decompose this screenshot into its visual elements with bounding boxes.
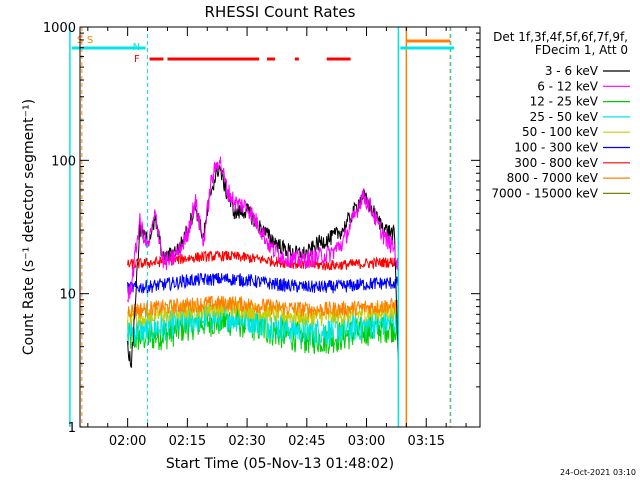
legend-label-8: 7000 - 15000 keV — [491, 186, 598, 200]
legend: Det 1f,3f,4f,5f,6f,7f,9f, FDecim 1, Att … — [491, 30, 630, 200]
y-axis-label: Count Rate (s⁻¹ detector segment⁻¹) — [21, 99, 37, 355]
legend-label-1: 6 - 12 keV — [537, 79, 599, 93]
legend-label-0: 3 - 6 keV — [545, 64, 599, 78]
series-line-1 — [127, 156, 399, 303]
flare-marker-label: F — [134, 54, 140, 65]
footer-date: 24-Oct-2021 03:10 — [560, 468, 636, 477]
x-tick-label-4: 03:00 — [348, 434, 385, 449]
x-tick-label-3: 02:45 — [288, 434, 325, 449]
legend-label-6: 300 - 800 keV — [514, 156, 598, 170]
y-tick-label-3: 1000 — [43, 21, 76, 36]
x-tick-label-2: 02:30 — [228, 434, 265, 449]
annotation-layer: S SNF — [69, 27, 455, 427]
chart-title: RHESSI Count Rates — [205, 3, 356, 21]
legend-label-3: 25 - 50 keV — [530, 110, 599, 124]
plot-frame — [79, 26, 481, 428]
series-line-7 — [127, 295, 399, 319]
night-marker-label-0: N — [133, 42, 140, 53]
saa-marker-label-b: S — [87, 35, 93, 46]
legend-header-line-1: Det 1f,3f,4f,5f,6f,7f,9f, — [493, 30, 628, 44]
legend-label-5: 100 - 300 keV — [514, 141, 598, 155]
x-tick-label-5: 03:15 — [408, 434, 445, 449]
legend-header-line-2: FDecim 1, Att 0 — [535, 43, 628, 57]
axes-layer: 02:00 02:15 02:30 02:45 03:00 03:15 1 10 100 1000 — [43, 21, 480, 449]
legend-label-7: 800 - 7000 keV — [507, 171, 599, 185]
series-line-5 — [127, 272, 399, 295]
data-layer — [127, 156, 399, 368]
legend-label-2: 12 - 25 keV — [530, 95, 599, 109]
y-tick-label-0: 1 — [68, 421, 76, 436]
x-tick-label-1: 02:15 — [169, 434, 206, 449]
legend-label-4: 50 - 100 keV — [522, 125, 599, 139]
x-axis-label: Start Time (05-Nov-13 01:48:02) — [166, 456, 394, 472]
y-tick-label-1: 10 — [59, 288, 76, 303]
y-tick-label-2: 100 — [51, 154, 76, 169]
x-tick-label-0: 02:00 — [109, 434, 146, 449]
